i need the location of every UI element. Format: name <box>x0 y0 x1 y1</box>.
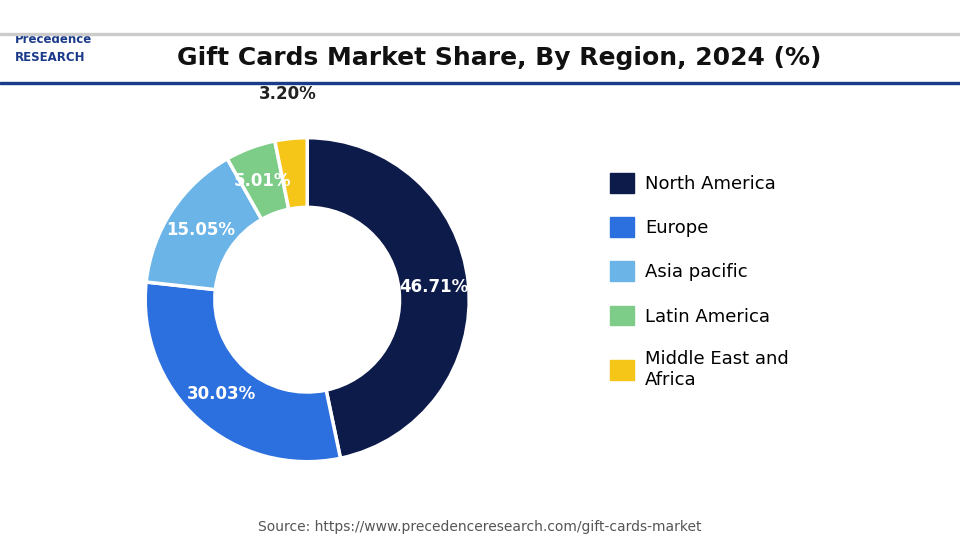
Circle shape <box>215 207 399 392</box>
Text: 5.01%: 5.01% <box>234 172 291 190</box>
Wedge shape <box>307 138 469 458</box>
Text: Source: https://www.precedenceresearch.com/gift-cards-market: Source: https://www.precedenceresearch.c… <box>258 519 702 534</box>
Text: 15.05%: 15.05% <box>166 221 235 239</box>
Wedge shape <box>275 138 307 209</box>
Text: Precedence
RESEARCH: Precedence RESEARCH <box>14 33 91 64</box>
Text: 3.20%: 3.20% <box>258 85 316 103</box>
Text: 46.71%: 46.71% <box>399 278 468 295</box>
Wedge shape <box>228 141 289 219</box>
Wedge shape <box>146 159 262 289</box>
Text: 30.03%: 30.03% <box>187 385 256 403</box>
Legend: North America, Europe, Asia pacific, Latin America, Middle East and
Africa: North America, Europe, Asia pacific, Lat… <box>603 166 796 396</box>
Wedge shape <box>145 282 341 462</box>
Text: Gift Cards Market Share, By Region, 2024 (%): Gift Cards Market Share, By Region, 2024… <box>177 46 822 70</box>
